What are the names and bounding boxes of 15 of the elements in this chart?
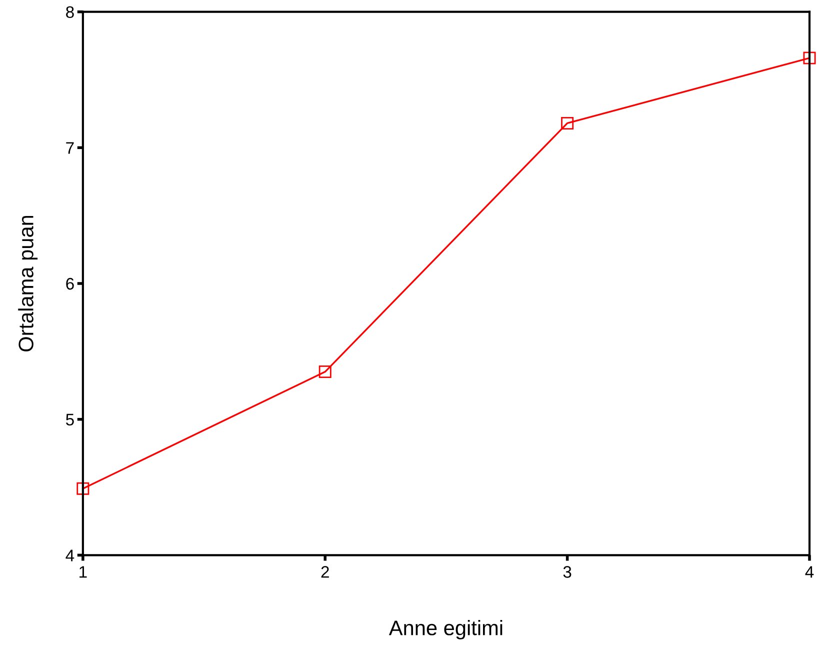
x-tick-label: 1 bbox=[80, 566, 87, 578]
x-tick-label: 3 bbox=[563, 566, 572, 578]
y-tick-label: 6 bbox=[66, 278, 74, 290]
point bbox=[318, 366, 332, 378]
y-tick-label: 4 bbox=[66, 550, 74, 562]
y-tick-label: 8 bbox=[66, 6, 74, 18]
x-tick-label: 2 bbox=[321, 566, 329, 578]
y-axis-title: Ortalama puan bbox=[18, 216, 38, 352]
x-tick-label: 4 bbox=[805, 566, 814, 578]
y-tick-label: 7 bbox=[66, 142, 74, 154]
point bbox=[803, 52, 816, 64]
y-tick-label: 5 bbox=[66, 414, 74, 426]
point bbox=[561, 116, 574, 130]
point bbox=[76, 482, 90, 495]
x-axis-title: Anne egitimi bbox=[388, 620, 502, 640]
